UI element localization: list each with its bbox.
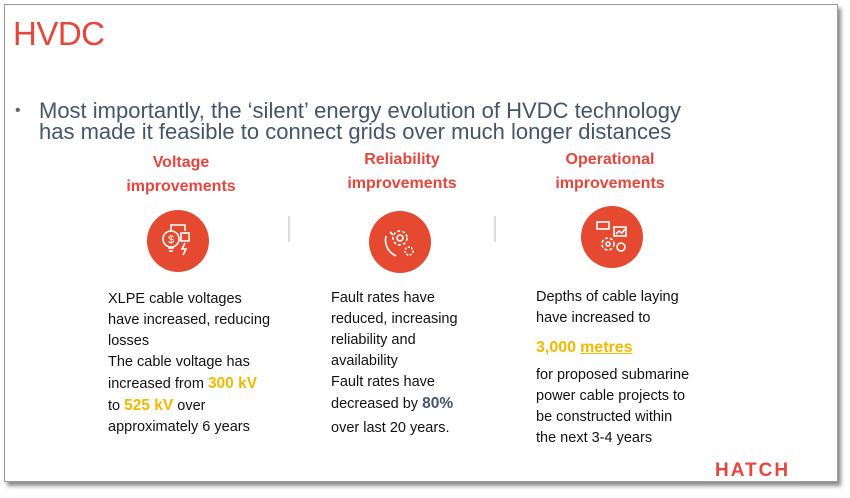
text: decreased by [331,396,423,412]
text-line: The cable voltage has [108,354,250,370]
highlight-525kv: 525 kV [124,397,174,414]
text: increased from [108,376,208,392]
divider [288,216,290,242]
text-line: reduced, increasing [331,311,458,327]
gear-hand-icon [369,211,431,273]
text-line: have increased, reducing [108,312,271,328]
text-line: XLPE cable voltages [108,291,242,307]
text: over [173,398,206,414]
voltage-text: XLPE cable voltages have increased, redu… [108,289,270,438]
text-line: for proposed submarine [536,367,690,383]
operational-text: Depths of cable laying have increased to… [536,287,689,449]
divider [494,216,496,242]
text-line: approximately 6 years [108,419,250,435]
text-line: Depths of cable laying [536,289,679,305]
bullet-line: Most importantly, the ‘silent’ energy ev… [39,98,681,123]
text-line: availability [331,353,398,369]
slide: HVDC • Most importantly, the ‘silent’ en… [4,4,838,482]
slide-title: HVDC [13,15,105,52]
heading-line: Voltage [152,154,210,171]
text-line: over last 20 years. [331,420,450,436]
heading-line: improvements [555,175,665,192]
text-line: have increased to [536,310,651,326]
highlight-depth: 3,000 [536,339,577,356]
text-line: losses [108,333,150,349]
text-line: reliability and [331,332,416,348]
text-line: Fault rates have [331,290,435,306]
lightbulb-plug-icon: $ [147,210,209,272]
text-line: power cable projects to [536,388,686,404]
svg-text:$: $ [168,234,174,246]
text-line: decreased by 80% [331,393,458,415]
bullet-text: Most importantly, the ‘silent’ energy ev… [39,98,681,144]
highlight-80pct: 80% [422,395,454,412]
heading-line: Operational [565,151,655,168]
reliability-text: Fault rates have reduced, increasing rel… [331,288,458,439]
voltage-heading: Voltage improvements [81,151,281,199]
heading-line: improvements [126,178,236,195]
hatch-logo: HATCH [715,460,791,481]
gear-dashboard-icon [581,206,643,268]
text-line: the next 3-4 years [536,430,653,446]
text: to [108,398,125,414]
bullet-dot: • [15,102,21,119]
highlight-unit: metres [580,339,633,356]
text-line: increased from 300 kV [108,373,270,395]
operational-heading: Operational improvements [510,148,710,196]
text-line: be constructed within [536,409,673,425]
text-line: Fault rates have [331,374,435,390]
text-line: 3,000 metres [536,337,689,359]
text-line: to 525 kV over [108,395,270,417]
highlight-300kv: 300 kV [207,375,258,392]
heading-line: Reliability [364,151,440,168]
reliability-heading: Reliability improvements [302,148,502,196]
bullet-line: has made it feasible to connect grids ov… [39,119,672,144]
heading-line: improvements [347,175,457,192]
